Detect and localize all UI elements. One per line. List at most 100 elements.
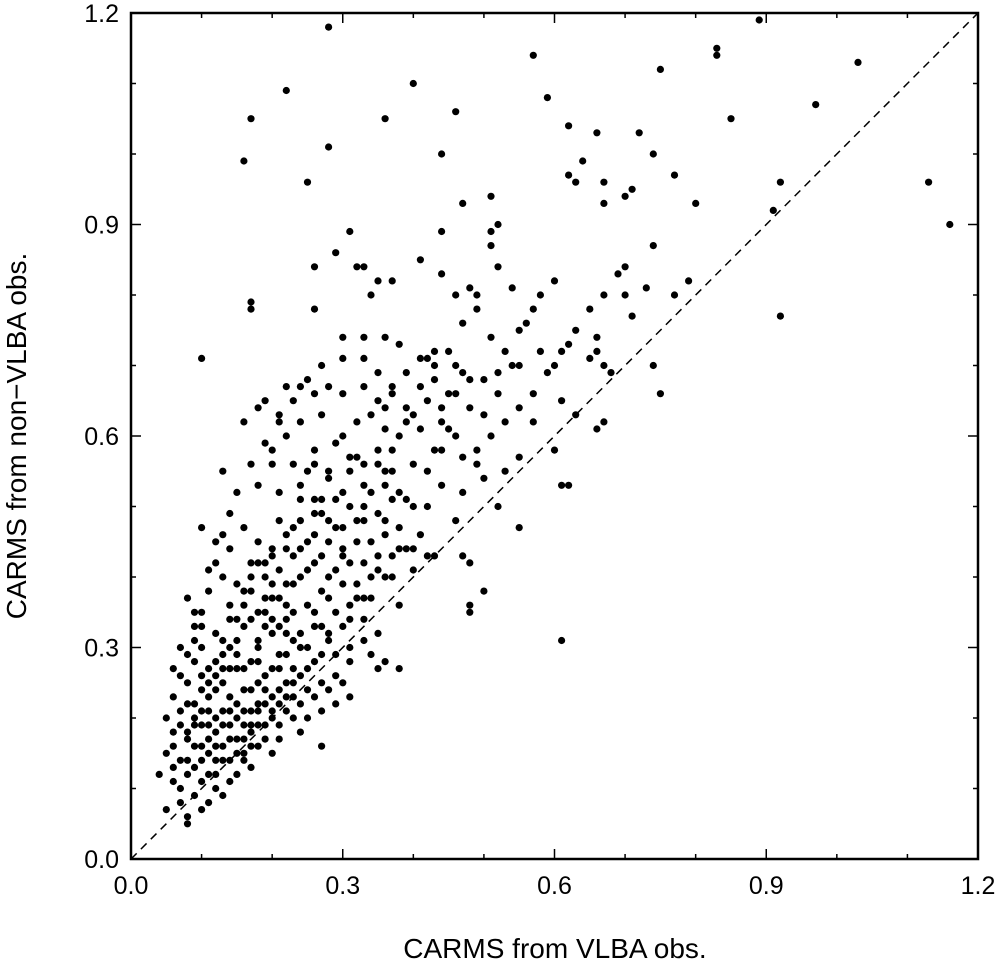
scatter-point (395, 545, 403, 553)
scatter-point (183, 679, 192, 687)
scatter-point (438, 227, 446, 236)
scatter-point (219, 531, 227, 539)
scatter-point (190, 763, 199, 772)
scatter-point (176, 799, 184, 807)
scatter-point (289, 524, 297, 532)
scatter-point (289, 665, 297, 673)
scatter-point (565, 481, 573, 489)
scatter-point (473, 291, 481, 299)
scatter-point (289, 679, 297, 687)
scatter-point (247, 298, 255, 306)
scatter-point (212, 629, 220, 638)
scatter-point (374, 277, 382, 285)
scatter-point (268, 545, 276, 553)
scatter-point (367, 594, 375, 602)
scatter-point (282, 432, 290, 440)
scatter-point (190, 700, 199, 708)
scatter-point (438, 270, 446, 278)
scatter-point (310, 263, 319, 271)
scatter-point (360, 263, 368, 271)
y-tick-label: 0.0 (84, 846, 119, 874)
scatter-point (183, 820, 192, 828)
scatter-point (558, 636, 566, 645)
scatter-point (487, 432, 495, 440)
scatter-point (388, 446, 396, 454)
scatter-point (565, 171, 573, 179)
scatter-point (388, 467, 396, 475)
scatter-point (656, 390, 665, 398)
scatter-point (261, 397, 269, 405)
scatter-point (416, 256, 424, 264)
scatter-point (374, 397, 382, 405)
scatter-point (381, 115, 389, 123)
scatter-point (480, 376, 488, 384)
scatter-point (374, 446, 382, 454)
scatter-point (494, 220, 502, 229)
scatter-point (593, 333, 601, 341)
scatter-point (374, 509, 382, 518)
scatter-point (536, 347, 545, 355)
scatter-point (452, 390, 460, 398)
scatter-point (550, 446, 559, 454)
scatter-point (325, 686, 333, 694)
scatter-point (395, 432, 403, 440)
scatter-point (325, 538, 333, 546)
scatter-point (395, 524, 403, 532)
scatter-point (190, 791, 199, 800)
scatter-point (226, 665, 234, 673)
scatter-point (303, 665, 312, 673)
scatter-point (318, 552, 326, 560)
scatter-point (198, 672, 206, 680)
scatter-point (346, 615, 354, 623)
scatter-point (508, 361, 516, 370)
scatter-point (318, 509, 326, 518)
scatter-point (515, 453, 523, 461)
scatter-point (212, 784, 220, 793)
scatter-point (219, 467, 227, 475)
scatter-point (402, 404, 410, 412)
scatter-point (593, 425, 601, 433)
scatter-point (360, 383, 368, 391)
scatter-point (515, 524, 523, 532)
scatter-point (275, 418, 283, 426)
scatter-point (430, 446, 439, 454)
y-tick-labels: 0.0 0.3 0.6 0.9 1.2 (84, 0, 119, 874)
scatter-point (275, 686, 283, 694)
scatter-point (586, 305, 594, 313)
scatter-point (325, 636, 333, 645)
scatter-point (155, 770, 163, 779)
scatter-point (310, 531, 319, 539)
scatter-point (339, 679, 347, 687)
scatter-point (360, 594, 368, 602)
scatter-point (360, 333, 368, 341)
scatter-point (438, 446, 446, 454)
scatter-point (254, 658, 262, 666)
scatter-point (219, 573, 227, 581)
scatter-point (282, 693, 290, 701)
scatter-point (325, 474, 333, 482)
scatter-point (445, 347, 453, 355)
scatter-point (198, 707, 206, 715)
scatter-point (685, 277, 693, 285)
scatter-point (332, 439, 340, 447)
scatter-point (332, 249, 340, 257)
x-tick-label: 0.3 (325, 872, 360, 900)
scatter-point (282, 601, 290, 609)
scatter-point (360, 559, 368, 567)
y-tick-label: 1.2 (84, 0, 119, 28)
scatter-point (261, 686, 269, 694)
scatter-point (275, 488, 283, 496)
scatter-point (416, 425, 424, 433)
scatter-point (261, 622, 269, 631)
scatter-point (282, 545, 290, 553)
scatter-point (289, 580, 297, 588)
scatter-point (558, 397, 566, 405)
scatter-point (812, 101, 820, 109)
scatter-point (480, 474, 488, 482)
scatter-point (593, 129, 601, 137)
scatter-point (430, 376, 439, 384)
scatter-point (494, 369, 502, 377)
scatter-point (198, 524, 206, 532)
scatter-point (558, 347, 566, 355)
scatter-point (332, 700, 340, 708)
